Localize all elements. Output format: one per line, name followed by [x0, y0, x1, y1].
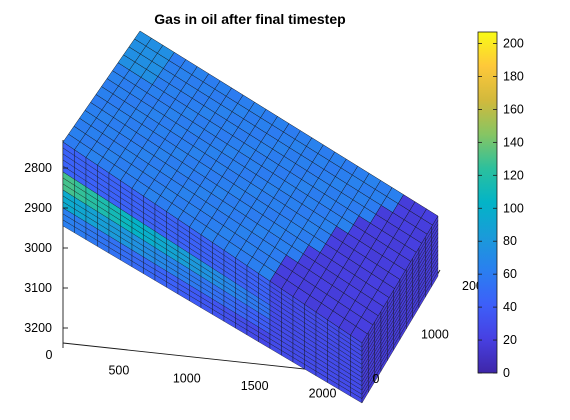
- colorbar-tick-label: 120: [503, 168, 524, 182]
- colorbar-tick-label: 140: [503, 135, 524, 149]
- y-tick-label: 1000: [421, 328, 449, 342]
- colorbar-tick-label: 40: [503, 300, 517, 314]
- z-tick-label: 3200: [24, 321, 52, 335]
- x-tick-label: 1500: [241, 379, 269, 393]
- colorbar-tick-label: 100: [503, 201, 524, 215]
- colorbar: 0 20 40 60 80 100 120 140 160 180 200: [477, 31, 524, 380]
- x-axis-ticks: 0 500 1000 1500 2000: [46, 348, 337, 401]
- x-tick-label: 2000: [309, 387, 337, 401]
- x-tick-label: 0: [46, 348, 53, 362]
- right-face-cell: [431, 271, 439, 288]
- colorbar-tick-label: 20: [503, 333, 517, 347]
- colorbar-tick-label: 60: [503, 267, 517, 281]
- colorbar-tick-label: 160: [503, 102, 524, 116]
- chart-title: Gas in oil after final timestep: [154, 11, 345, 27]
- colorbar-tick-label: 180: [503, 69, 524, 83]
- colorbar-gradient: [477, 31, 498, 374]
- colorbar-tick-label: 200: [503, 37, 524, 51]
- z-tick-label: 3100: [24, 281, 52, 295]
- x-tick-label: 1000: [173, 371, 201, 385]
- y-tick-label: 0: [373, 372, 380, 386]
- colorbar-tick-label: 0: [503, 366, 510, 380]
- reservoir-grid: [62, 30, 439, 404]
- x-tick-label: 500: [108, 364, 129, 378]
- z-axis-ticks: 2800 2900 3000 3100 3200: [24, 161, 68, 335]
- top-surface-cell: [420, 208, 439, 226]
- colorbar-tick-label: 80: [503, 234, 517, 248]
- z-tick-label: 3000: [24, 241, 52, 255]
- z-tick-label: 2800: [24, 161, 52, 175]
- z-tick-label: 2900: [24, 201, 52, 215]
- colorbar-ticks: 0 20 40 60 80 100 120 140 160 180 200: [478, 37, 524, 380]
